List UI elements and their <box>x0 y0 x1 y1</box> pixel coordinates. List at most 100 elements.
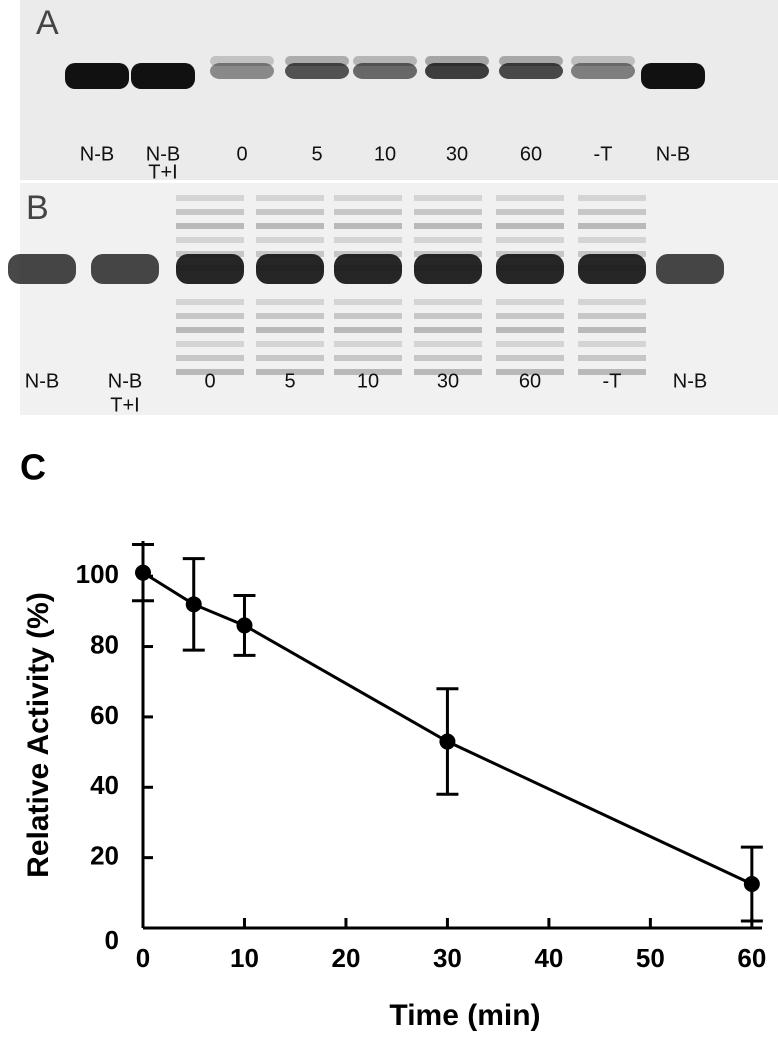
lane-label: -T <box>603 370 622 392</box>
gel-band <box>578 327 646 333</box>
lane-label: 60 <box>520 143 542 165</box>
gel-band <box>496 341 564 347</box>
gel-band <box>578 369 646 375</box>
gel-band <box>496 254 564 284</box>
gel-band <box>496 195 564 201</box>
gel-band <box>8 254 76 284</box>
gel-band <box>578 223 646 229</box>
gel-band <box>578 313 646 319</box>
gel-band <box>578 209 646 215</box>
x-tick-label: 30 <box>433 943 462 973</box>
gel-band <box>414 327 482 333</box>
gel-band <box>414 369 482 375</box>
lane-label: N-B <box>146 143 180 165</box>
panel-label: A <box>36 4 59 42</box>
gel-band <box>496 313 564 319</box>
panel-label: B <box>26 189 49 227</box>
gel-band <box>131 63 195 89</box>
gel-band <box>256 237 324 243</box>
gel-band <box>499 63 563 79</box>
gel-band <box>256 299 324 305</box>
lane-label: 30 <box>446 143 468 165</box>
lane-label: N-B <box>108 370 142 392</box>
lane-label: T+I <box>110 394 139 416</box>
gel-band <box>334 299 402 305</box>
gel-band <box>65 63 129 89</box>
x-tick-label: 20 <box>331 943 360 973</box>
gel-band <box>334 341 402 347</box>
lane-label: -T <box>594 143 613 165</box>
gel-band <box>256 223 324 229</box>
gel-band <box>256 313 324 319</box>
lane-label: 60 <box>519 370 541 392</box>
lane-label: T+I <box>148 161 177 183</box>
gel-band <box>578 195 646 201</box>
gel-band <box>496 369 564 375</box>
y-tick-label: 0 <box>105 925 119 955</box>
gel-band <box>334 254 402 284</box>
gel-a-background <box>20 0 778 180</box>
gel-band <box>496 327 564 333</box>
x-tick-label: 10 <box>230 943 259 973</box>
gel-band <box>91 254 159 284</box>
gel-band <box>414 209 482 215</box>
gel-band <box>210 56 274 66</box>
gel-band <box>176 313 244 319</box>
gel-band <box>496 223 564 229</box>
gel-band <box>334 355 402 361</box>
lane-label: 5 <box>284 370 295 392</box>
gel-band <box>414 299 482 305</box>
gel-band <box>334 369 402 375</box>
lane-label: 5 <box>311 143 322 165</box>
gel-band <box>571 63 635 79</box>
lane-label: 30 <box>437 370 459 392</box>
gel-band <box>334 313 402 319</box>
gel-band <box>656 254 724 284</box>
lane-label: N-B <box>80 143 114 165</box>
gel-band <box>176 355 244 361</box>
gel-band <box>414 237 482 243</box>
x-axis-title: Time (min) <box>389 999 540 1032</box>
data-point <box>743 876 760 893</box>
gel-band <box>425 63 489 79</box>
lane-label: 0 <box>236 143 247 165</box>
gel-band <box>414 223 482 229</box>
lane-label: N-B <box>673 370 707 392</box>
gel-band <box>256 209 324 215</box>
gel-band <box>256 355 324 361</box>
gel-band <box>334 209 402 215</box>
y-tick-label: 80 <box>90 629 119 659</box>
gel-band <box>176 223 244 229</box>
gel-band <box>176 299 244 305</box>
y-tick-label: 20 <box>90 841 119 871</box>
gel-band <box>256 341 324 347</box>
lane-label: N-B <box>656 143 690 165</box>
gel-band <box>414 254 482 284</box>
y-tick-label: 100 <box>76 559 119 589</box>
lane-label: 10 <box>357 370 379 392</box>
gel-band <box>334 195 402 201</box>
gel-band <box>176 369 244 375</box>
x-tick-label: 0 <box>136 943 150 973</box>
gel-band <box>176 237 244 243</box>
gel-band <box>578 254 646 284</box>
gel-band <box>256 254 324 284</box>
gel-band <box>334 223 402 229</box>
gel-band <box>496 355 564 361</box>
y-tick-label: 40 <box>90 770 119 800</box>
gel-band <box>414 313 482 319</box>
gel-band <box>496 237 564 243</box>
panel-label: C <box>20 447 46 488</box>
gel-band <box>496 299 564 305</box>
gel-band <box>176 209 244 215</box>
gel-band <box>414 355 482 361</box>
gel-band <box>353 63 417 79</box>
y-tick-label: 60 <box>90 700 119 730</box>
gel-band <box>176 327 244 333</box>
gel-band <box>256 195 324 201</box>
gel-band <box>334 327 402 333</box>
gel-band <box>256 369 324 375</box>
data-point <box>236 617 253 634</box>
gel-band <box>414 341 482 347</box>
